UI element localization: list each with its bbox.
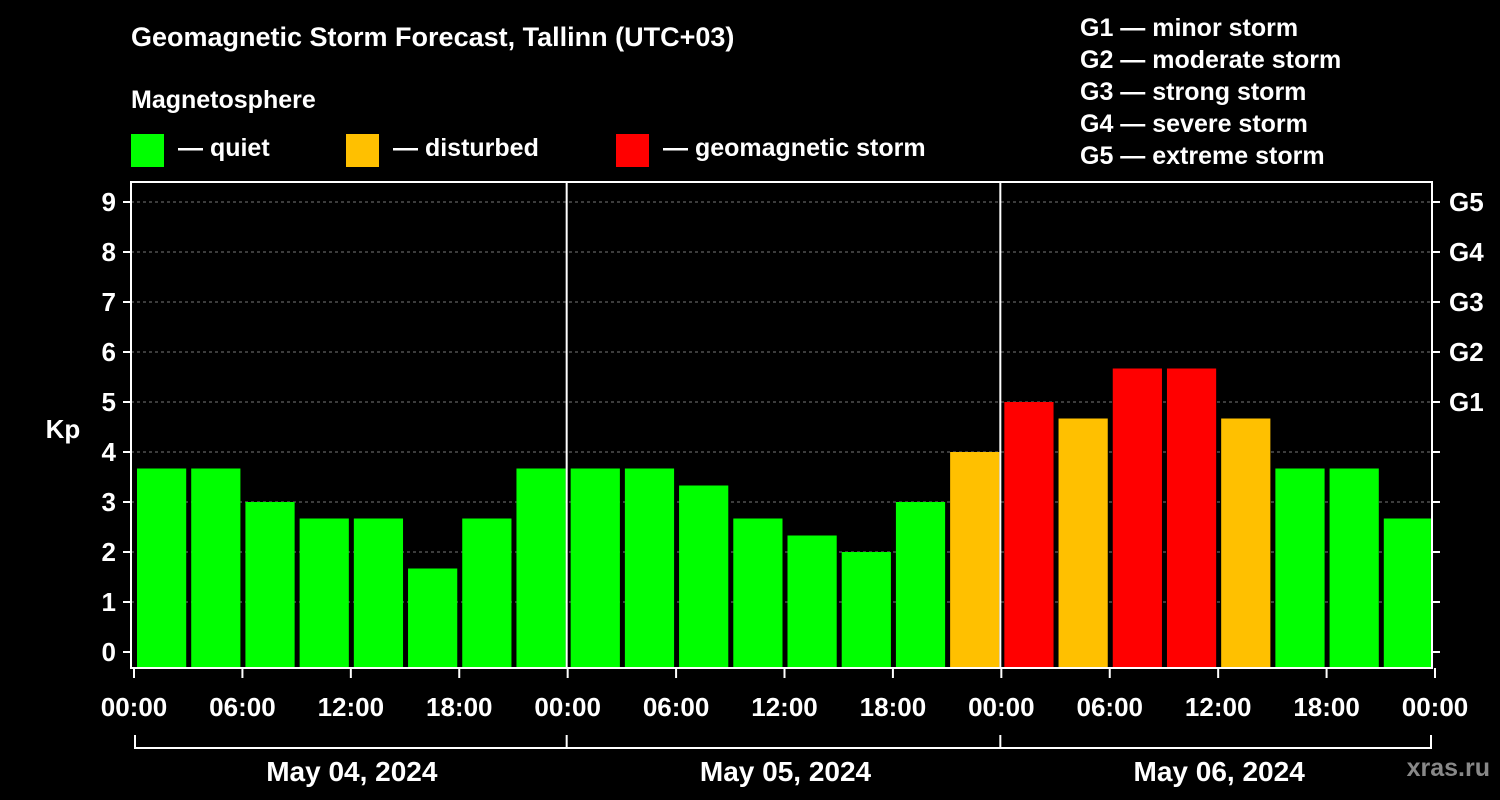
x-tick-label-4: 00:00 (534, 692, 601, 722)
gscale-g2: G2 — moderate storm (1080, 46, 1342, 74)
gscale-g3: G3 — strong storm (1080, 78, 1307, 106)
kp-bar-9 (624, 468, 675, 668)
x-tick-label-11: 18:00 (1293, 692, 1360, 722)
kp-bar-21 (1275, 468, 1325, 668)
x-tick-label-7: 18:00 (860, 692, 927, 722)
kp-bar-19 (1166, 368, 1217, 668)
x-tick-label-8: 00:00 (968, 692, 1035, 722)
kp-bar-22 (1329, 468, 1379, 668)
kp-bar-16 (1004, 402, 1054, 668)
chart-title: Geomagnetic Storm Forecast, Tallinn (UTC… (131, 22, 735, 52)
y-tick-label-2: 2 (102, 537, 116, 567)
legend-swatch-quiet (131, 134, 164, 167)
x-tick-label-5: 06:00 (643, 692, 710, 722)
right-axis-label-G4: G4 (1449, 237, 1484, 267)
x-tick-label-6: 12:00 (751, 692, 818, 722)
kp-bar-8 (570, 468, 620, 668)
y-tick-label-8: 8 (102, 237, 116, 267)
legend-swatch-disturbed (346, 134, 379, 167)
y-tick-label-4: 4 (102, 437, 117, 467)
kp-bar-17 (1058, 418, 1108, 668)
kp-bar-23 (1383, 518, 1433, 668)
kp-bar-20 (1221, 418, 1271, 668)
kp-bar-15 (950, 452, 1000, 668)
x-tick-label-1: 06:00 (209, 692, 276, 722)
kp-bar-11 (733, 518, 783, 668)
x-tick-label-10: 12:00 (1185, 692, 1252, 722)
y-tick-label-7: 7 (102, 287, 116, 317)
x-tick-label-0: 00:00 (101, 692, 168, 722)
y-tick-label-5: 5 (102, 387, 116, 417)
right-axis-label-G2: G2 (1449, 337, 1484, 367)
kp-bar-7 (516, 468, 566, 668)
plot-frame (130, 181, 1433, 669)
kp-bar-18 (1112, 368, 1162, 668)
y-tick-label-1: 1 (102, 587, 116, 617)
day-label-0: May 04, 2024 (266, 756, 438, 787)
y-tick-label-0: 0 (102, 637, 116, 667)
kp-bar-5 (408, 568, 458, 668)
kp-bar-0 (137, 468, 187, 668)
day-label-1: May 05, 2024 (700, 756, 872, 787)
gscale-g4: G4 — severe storm (1080, 110, 1308, 138)
kp-bar-1 (191, 468, 241, 668)
gscale-g5: G5 — extreme storm (1080, 142, 1325, 170)
right-axis-label-G3: G3 (1449, 287, 1484, 317)
x-tick-label-9: 06:00 (1077, 692, 1144, 722)
right-axis-label-G1: G1 (1449, 387, 1484, 417)
y-tick-label-3: 3 (102, 487, 116, 517)
kp-bar-4 (353, 518, 404, 668)
kp-bar-3 (299, 518, 349, 668)
day-label-2: May 06, 2024 (1134, 756, 1306, 787)
legend-label-disturbed: — disturbed (393, 134, 539, 162)
y-tick-label-9: 9 (102, 187, 116, 217)
kp-bar-14 (895, 502, 946, 668)
x-tick-label-2: 12:00 (318, 692, 385, 722)
right-axis-label-G5: G5 (1449, 187, 1484, 217)
kp-bar-2 (245, 502, 295, 668)
kp-bar-13 (841, 552, 891, 668)
legend-heading: Magnetosphere (131, 86, 316, 114)
legend-swatch-storm (616, 134, 649, 167)
x-tick-label-12: 00:00 (1402, 692, 1469, 722)
x-tick-label-3: 18:00 (426, 692, 493, 722)
legend-label-storm: — geomagnetic storm (663, 134, 926, 162)
kp-bar-10 (679, 485, 729, 668)
y-axis-label: Kp (46, 414, 81, 444)
watermark: xras.ru (1406, 754, 1490, 782)
y-tick-label-6: 6 (102, 337, 116, 367)
kp-bar-6 (462, 518, 512, 668)
kp-bar-12 (787, 535, 837, 668)
legend-label-quiet: — quiet (178, 134, 270, 162)
gscale-g1: G1 — minor storm (1080, 14, 1299, 42)
